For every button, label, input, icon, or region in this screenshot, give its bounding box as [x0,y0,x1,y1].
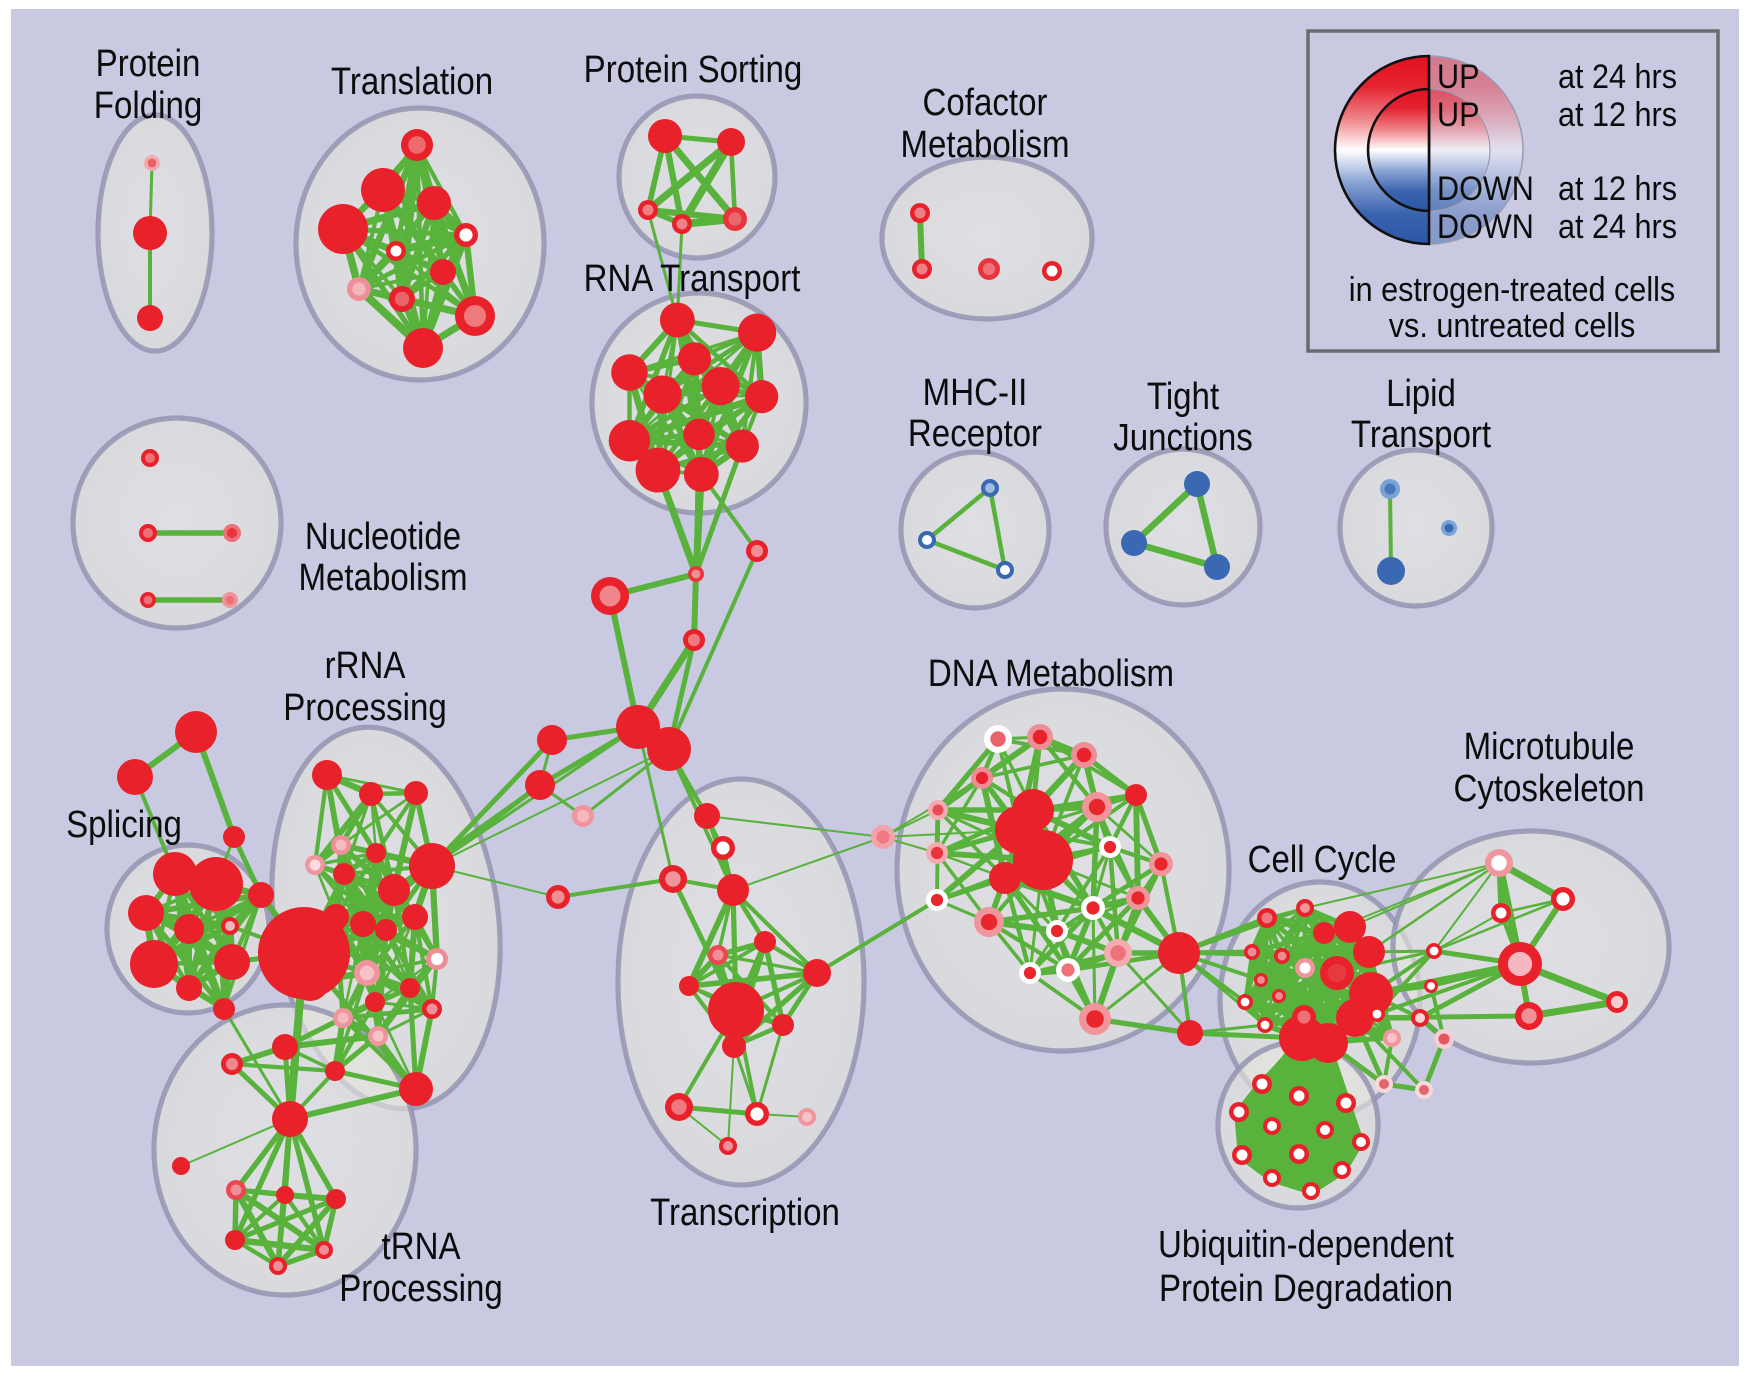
svg-text:Folding: Folding [94,84,202,127]
svg-text:rRNA: rRNA [325,644,406,687]
svg-text:at 12 hrs: at 12 hrs [1558,170,1677,208]
svg-text:UP: UP [1437,58,1479,96]
svg-text:Transcription: Transcription [650,1191,840,1234]
svg-text:Processing: Processing [339,1267,503,1310]
svg-text:Cell Cycle: Cell Cycle [1248,838,1397,881]
svg-text:MHC-II: MHC-II [923,371,1028,414]
svg-text:at 12 hrs: at 12 hrs [1558,96,1677,134]
svg-text:Lipid: Lipid [1386,372,1456,415]
svg-text:Receptor: Receptor [908,412,1042,455]
svg-text:Junctions: Junctions [1113,416,1253,459]
svg-text:at 24 hrs: at 24 hrs [1558,58,1677,96]
svg-text:Tight: Tight [1147,375,1219,418]
svg-text:Nucleotide: Nucleotide [305,515,461,558]
svg-text:Cytoskeleton: Cytoskeleton [1453,767,1644,810]
svg-text:Transport: Transport [1351,413,1491,456]
svg-text:tRNA: tRNA [382,1225,461,1268]
svg-text:Protein Sorting: Protein Sorting [584,48,803,91]
svg-text:Metabolism: Metabolism [298,556,467,599]
svg-text:DOWN: DOWN [1437,208,1534,246]
svg-text:DOWN: DOWN [1437,170,1534,208]
svg-text:in estrogen-treated cells: in estrogen-treated cells [1349,271,1675,309]
svg-text:UP: UP [1437,96,1479,134]
svg-text:vs. untreated cells: vs. untreated cells [1389,307,1636,345]
svg-text:DNA Metabolism: DNA Metabolism [928,652,1174,695]
svg-text:Cofactor: Cofactor [923,81,1048,124]
svg-text:RNA Transport: RNA Transport [584,257,801,300]
svg-text:Processing: Processing [283,686,447,729]
svg-text:at 24 hrs: at 24 hrs [1558,208,1677,246]
svg-text:Splicing: Splicing [66,803,182,846]
svg-text:Microtubule: Microtubule [1464,725,1635,768]
svg-text:Protein: Protein [96,42,201,85]
svg-text:Metabolism: Metabolism [900,123,1069,166]
svg-text:Translation: Translation [331,60,493,103]
svg-text:Protein Degradation: Protein Degradation [1159,1267,1453,1310]
svg-text:Ubiquitin-dependent: Ubiquitin-dependent [1158,1223,1454,1266]
